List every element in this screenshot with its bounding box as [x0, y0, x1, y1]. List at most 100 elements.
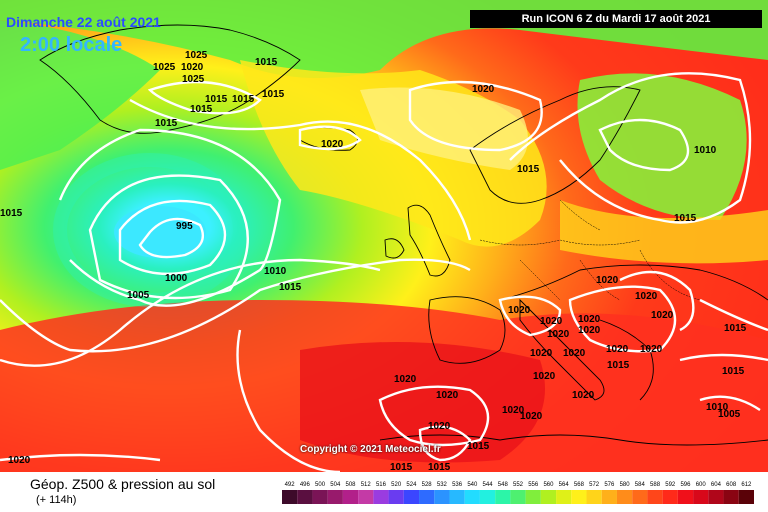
scale-tick-label: 492	[285, 482, 296, 488]
scale-swatch	[388, 490, 404, 504]
isobar-label: 1015	[190, 104, 213, 115]
isobars	[0, 72, 768, 472]
scale-tick-label: 548	[498, 482, 509, 488]
scale-swatch	[723, 490, 739, 504]
isobar-label: 1020	[520, 411, 543, 422]
scale-swatch	[373, 490, 389, 504]
scale-tick-label: 496	[300, 482, 311, 488]
scale-tick-label: 596	[680, 482, 691, 488]
isobar-label: 1025	[182, 74, 205, 85]
scale-swatch	[738, 490, 754, 504]
low-ring	[53, 153, 247, 307]
coastlines	[39, 24, 768, 446]
isobar-label: 1020	[547, 329, 570, 340]
isobar-label: 1020	[563, 348, 586, 359]
scale-swatch	[616, 490, 633, 504]
isobar-label-group: 1025 1025 1020 1025 1015 1015 1015 1015 …	[0, 50, 747, 472]
scale-swatch	[297, 490, 313, 504]
scale-swatch	[434, 490, 450, 504]
isobar-label: 1020	[321, 139, 344, 150]
isobar-label: 1015	[255, 57, 278, 68]
scale-swatch	[632, 490, 648, 504]
legend-title: Géop. Z500 & pression au sol	[30, 476, 216, 492]
scale-swatch	[556, 490, 572, 504]
isobar-label: 1020	[394, 374, 417, 385]
isobar-label: 1015	[607, 360, 630, 371]
isobar-label: 1015	[262, 89, 285, 100]
isobar-label: 1020	[181, 62, 204, 73]
forecast-date: Dimanche 22 août 2021	[6, 14, 161, 30]
isobar-label: 1015	[232, 94, 255, 105]
scale-tick-label: 532	[437, 482, 448, 488]
scale-swatch	[601, 490, 617, 504]
run-info-banner: Run ICON 6 Z du Mardi 17 août 2021	[470, 10, 762, 28]
copyright-text: Copyright © 2021 Meteociel.fr	[300, 444, 441, 455]
scale-tick-label: 576	[604, 482, 615, 488]
scale-swatch	[282, 490, 298, 504]
scale-swatch	[358, 490, 374, 504]
isobar-label: 1015	[390, 462, 413, 472]
scale-swatch	[479, 490, 496, 504]
isobar-label: 1020	[596, 275, 619, 286]
scale-swatch	[342, 490, 359, 504]
scale-swatch	[449, 490, 465, 504]
isobar-label: 1015	[0, 208, 23, 219]
scale-tick-label: 544	[483, 482, 494, 488]
isobar-label: 1000	[165, 273, 188, 284]
isobar-label: 1015	[674, 213, 697, 224]
scale-swatch	[419, 490, 435, 504]
legend-subtitle: (+ 114h)	[36, 494, 77, 506]
scale-tick-label: 600	[696, 482, 707, 488]
isobar-label: 1020	[436, 390, 459, 401]
scale-swatch	[403, 490, 420, 504]
isobar-label: 1005	[127, 290, 150, 301]
scale-swatch	[693, 490, 709, 504]
scale-tick-label: 528	[422, 482, 433, 488]
isobar-label: 1020	[651, 310, 674, 321]
scale-tick-label: 500	[315, 482, 326, 488]
isobar-label: 1015	[428, 462, 451, 472]
isobar-label: 1020	[472, 84, 495, 95]
isobar-label: 1005	[718, 409, 741, 420]
scale-swatch	[708, 490, 724, 504]
scale-tick-label: 504	[330, 482, 341, 488]
forecast-local-time: 2:00 locale	[20, 34, 123, 56]
isobar-label: 1020	[640, 344, 663, 355]
scale-swatch	[510, 490, 526, 504]
scale-swatch	[540, 490, 557, 504]
scale-swatch	[571, 490, 587, 504]
isobar-label: 995	[176, 221, 193, 232]
scale-tick-label: 584	[635, 482, 646, 488]
isobar-label: 1010	[706, 402, 729, 413]
yellow-east	[560, 200, 768, 264]
scale-tick-label: 560	[543, 482, 554, 488]
scale-tick-label: 520	[391, 482, 402, 488]
isobar-label: 1020	[8, 455, 31, 466]
scale-swatch	[312, 490, 328, 504]
isobar-label: 1015	[155, 118, 178, 129]
green-scandinavia	[577, 73, 747, 220]
isobar-label: 1020	[502, 405, 525, 416]
color-scale: 492 496 500 504 508 512 516 520 524 528 532 536 540 5…	[282, 482, 754, 504]
scale-tick-label: 524	[406, 482, 417, 488]
scale-tick-label: 536	[452, 482, 463, 488]
scale-tick-label: 580	[620, 482, 631, 488]
scale-tick-label: 608	[726, 482, 737, 488]
isobar-label: 1020	[540, 316, 563, 327]
isobar-label: 1020	[578, 325, 601, 336]
scale-swatch	[586, 490, 602, 504]
isobar-label: 1010	[694, 145, 717, 156]
isobar-label: 1020	[606, 344, 629, 355]
scale-tick-label: 588	[650, 482, 661, 488]
scale-tick-label: 516	[376, 482, 387, 488]
scale-swatch	[327, 490, 343, 504]
isobar-label: 1020	[572, 390, 595, 401]
isobar-label: 1020	[508, 305, 531, 316]
isobar-label: 1020	[578, 314, 601, 325]
scale-tick-label: 564	[559, 482, 570, 488]
scale-tick-label: 552	[513, 482, 524, 488]
isobar-label: 1015	[517, 164, 540, 175]
scale-tick-label: 604	[711, 482, 722, 488]
scale-tick-label: 540	[467, 482, 478, 488]
